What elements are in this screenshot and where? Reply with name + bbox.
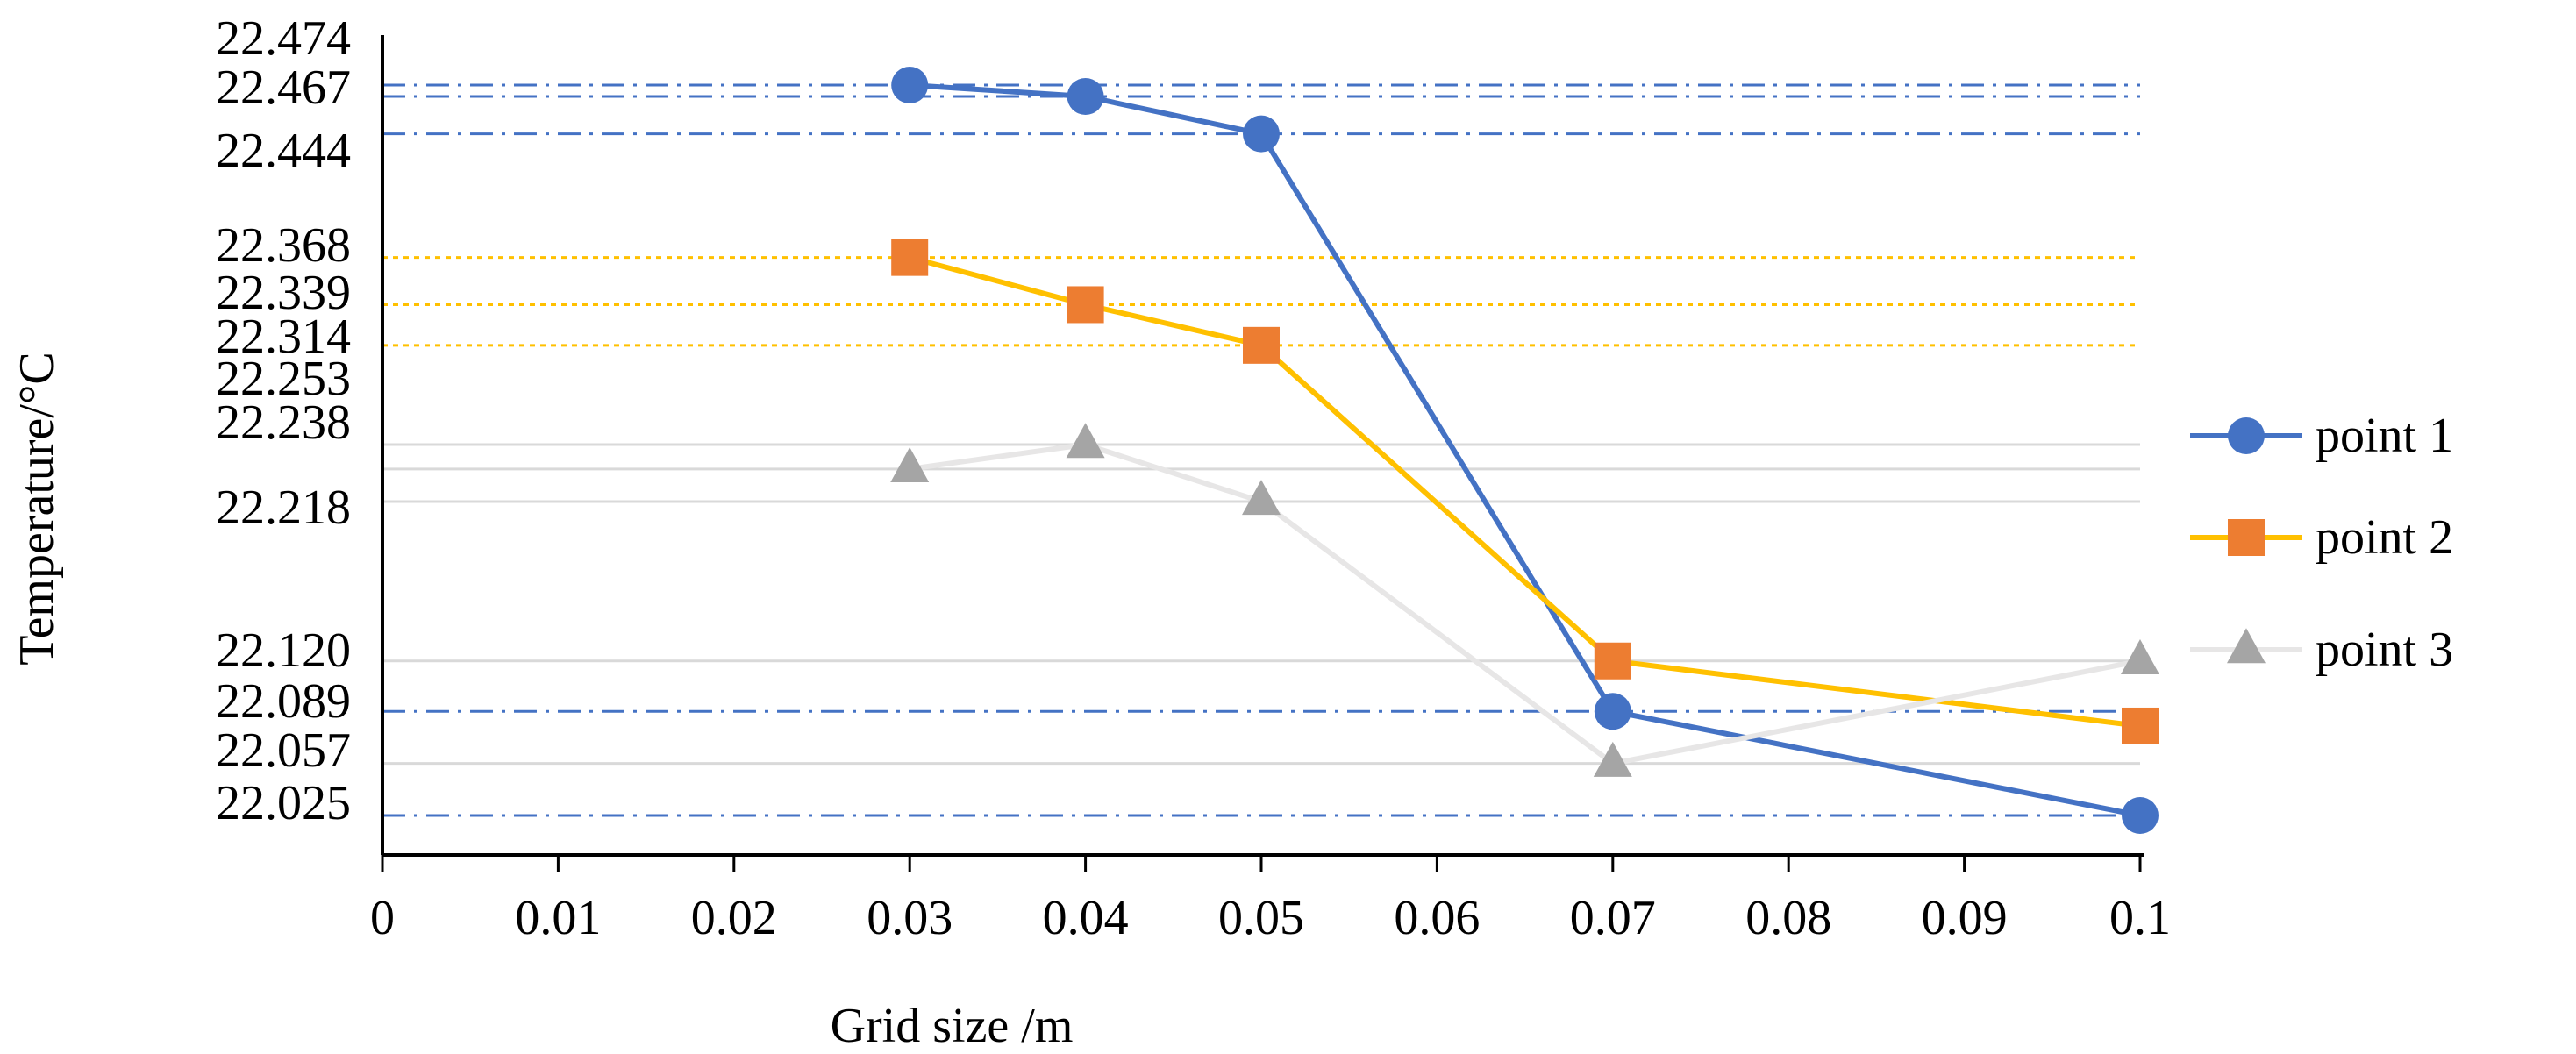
x-tick-label: 0.09 (1922, 891, 2008, 945)
y-tick-label: 22.467 (216, 61, 351, 115)
data-point (891, 239, 929, 276)
x-tick-label: 0.03 (867, 891, 953, 945)
data-point (1242, 480, 1281, 516)
legend-label: point 3 (2316, 623, 2453, 677)
data-point (1593, 741, 1632, 777)
y-tick-label: 22.314 (216, 310, 351, 364)
x-tick-label: 0.1 (2109, 891, 2171, 945)
data-point (1067, 286, 1104, 324)
x-tick-label: 0 (370, 891, 395, 945)
y-tick-label: 22.057 (216, 723, 351, 778)
y-tick-label: 22.120 (216, 623, 351, 678)
y-tick-labels: 22.47422.46722.44422.36822.33922.31422.2… (216, 11, 351, 830)
legend-item-1[interactable]: point 1 (2190, 409, 2453, 463)
x-tick-labels: 0 0.01 0.02 0.03 0.04 0.05 0.06 0.07 0.08 0.09 0.1 (370, 855, 2171, 945)
x-tick-label: 0.05 (1218, 891, 1304, 945)
x-tick-label: 0.01 (515, 891, 601, 945)
legend[interactable]: point 1 point 2 point 3 (2190, 409, 2453, 677)
y-tick-label: 22.089 (216, 674, 351, 729)
y-tick-label: 22.444 (216, 124, 351, 178)
data-point (1066, 423, 1105, 459)
data-point (1243, 115, 1280, 153)
x-tick-label: 0.04 (1043, 891, 1129, 945)
data-point (1243, 326, 1280, 364)
x-tick-label: 0.06 (1394, 891, 1480, 945)
y-tick-label: 22.339 (216, 266, 351, 320)
legend-label: point 1 (2316, 409, 2453, 463)
x-tick-label: 0.08 (1745, 891, 1831, 945)
series-line-2 (909, 254, 2141, 729)
data-point (2122, 797, 2159, 834)
data-point (2121, 638, 2159, 674)
x-tick-label: 0.02 (691, 891, 777, 945)
y-tick-label: 22.218 (216, 481, 351, 535)
legend-marker (2228, 519, 2265, 556)
data-point (1594, 642, 1631, 680)
x-axis-title: Grid size /m (831, 999, 1074, 1053)
data-point (1594, 693, 1631, 730)
legend-item-2[interactable]: point 2 (2190, 510, 2453, 565)
y-tick-label: 22.368 (216, 218, 351, 273)
series-markers (890, 67, 2159, 834)
x-tick-label: 0.07 (1570, 891, 1656, 945)
legend-item-3[interactable]: point 3 (2190, 623, 2453, 677)
y-tick-label: 22.474 (216, 11, 351, 66)
series-line-3 (909, 442, 2141, 766)
y-axis-title: Temperature/°C (10, 352, 64, 665)
y-tick-label: 22.253 (216, 352, 351, 406)
axes (381, 35, 2144, 857)
y-tick-label: 22.025 (216, 776, 351, 830)
data-point (890, 447, 930, 483)
y-tick-label: 22.238 (216, 395, 351, 450)
data-point (891, 67, 929, 103)
reference-lines (382, 83, 2140, 817)
legend-marker (2227, 628, 2266, 664)
legend-label: point 2 (2316, 510, 2453, 565)
data-point (2122, 707, 2159, 744)
data-point (1067, 77, 1104, 115)
legend-marker (2228, 417, 2265, 454)
